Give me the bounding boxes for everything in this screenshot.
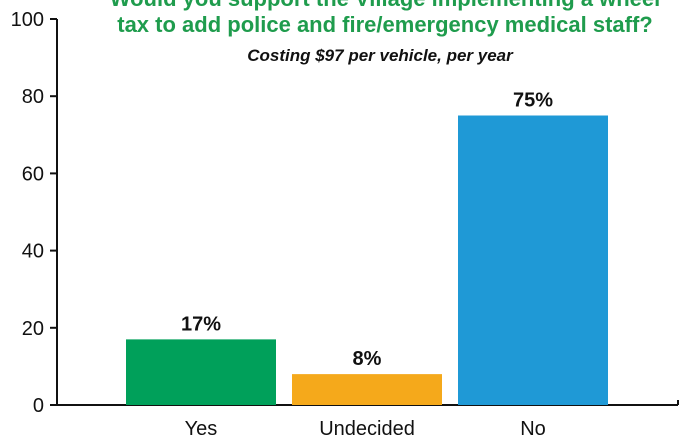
bar-undecided <box>292 374 442 405</box>
y-tick-label-20: 20 <box>22 318 44 340</box>
data-labels: 17% 8% 75% <box>181 90 553 371</box>
y-tick-label-60: 60 <box>22 163 44 185</box>
y-tick-label-0: 0 <box>33 395 44 417</box>
category-labels: Yes Undecided No <box>185 418 546 440</box>
y-tick-label-100: 100 <box>11 9 44 31</box>
bar-yes <box>126 339 276 405</box>
chart-subtitle: Costing $97 per vehicle, per year <box>247 46 514 65</box>
chart-title-line-1: Would you support the Village implementi… <box>110 0 660 11</box>
chart-title-line-2: tax to add police and fire/emergency med… <box>117 12 653 37</box>
bar-no <box>458 115 608 405</box>
y-tick-label-80: 80 <box>22 86 44 108</box>
data-label-no: 75% <box>513 90 553 112</box>
category-label-yes: Yes <box>185 418 218 440</box>
bars <box>126 115 608 405</box>
data-label-undecided: 8% <box>353 348 382 370</box>
y-tick-label-40: 40 <box>22 241 44 263</box>
data-label-yes: 17% <box>181 313 221 335</box>
category-label-undecided: Undecided <box>319 418 415 440</box>
category-label-no: No <box>520 418 546 440</box>
y-ticks: 0 20 40 60 80 100 <box>11 9 57 417</box>
